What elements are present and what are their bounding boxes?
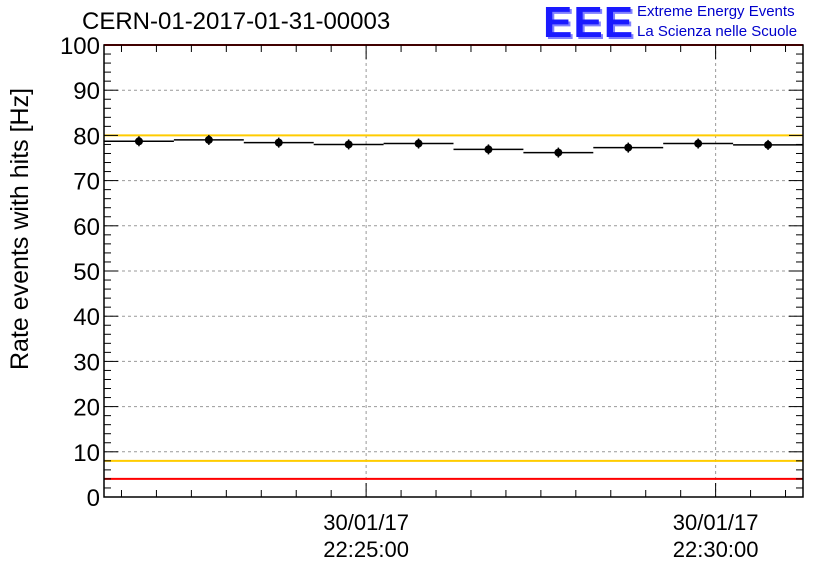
y-tick-label: 50: [73, 259, 100, 286]
x-tick-label-date: 30/01/17: [323, 510, 409, 535]
data-point: [414, 139, 423, 148]
y-tick-label: 10: [73, 440, 100, 467]
y-tick-label: 0: [87, 485, 100, 512]
eee-logo-mark: EEE: [543, 0, 635, 47]
data-point: [554, 148, 563, 157]
data-point: [274, 138, 283, 147]
data-point: [484, 145, 493, 154]
data-point: [694, 139, 703, 148]
y-tick-label: 90: [73, 78, 100, 105]
y-tick-label: 40: [73, 304, 100, 331]
y-tick-label: 60: [73, 214, 100, 241]
data-point: [764, 140, 773, 149]
data-point: [624, 143, 633, 152]
x-tick-label-time: 22:25:00: [323, 537, 409, 562]
y-tick-label: 80: [73, 123, 100, 150]
y-tick-label: 30: [73, 349, 100, 376]
x-tick-label-time: 22:30:00: [673, 537, 759, 562]
y-tick-label: 70: [73, 169, 100, 196]
data-point: [134, 137, 143, 146]
logo-text-line1: Extreme Energy Events: [637, 3, 795, 20]
x-tick-label-date: 30/01/17: [673, 510, 759, 535]
y-tick-label: 100: [60, 33, 100, 60]
y-tick-label: 20: [73, 395, 100, 422]
data-point: [204, 135, 213, 144]
chart-title: CERN-01-2017-01-31-00003: [82, 8, 391, 35]
data-point: [344, 140, 353, 149]
logo-text-line2: La Scienza nelle Scuole: [637, 23, 798, 40]
